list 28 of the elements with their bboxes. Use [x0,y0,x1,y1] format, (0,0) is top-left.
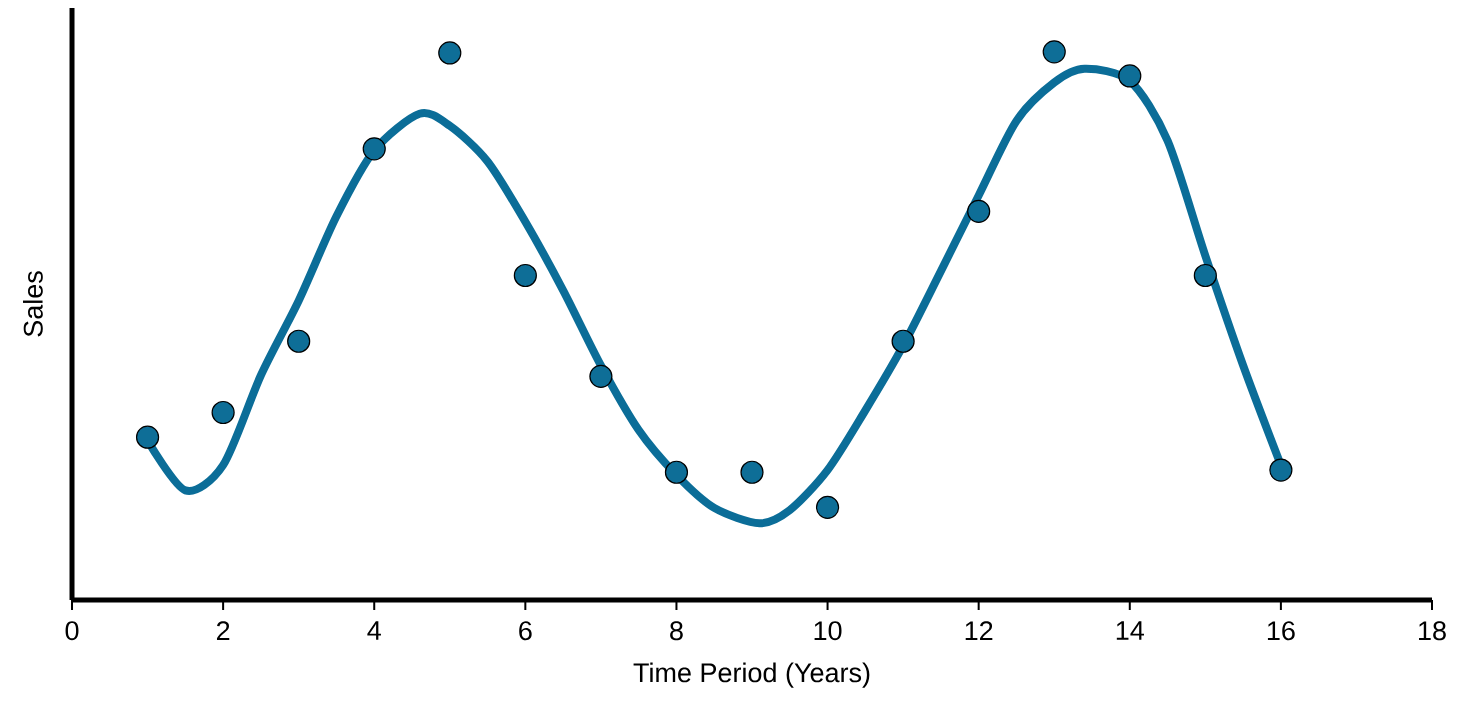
x-tick-label: 0 [65,621,79,641]
point [1118,64,1142,88]
point [740,460,764,484]
point [967,199,991,223]
x-tick-label: 2 [216,621,230,641]
point [1269,458,1293,482]
x-tick-label: 8 [670,621,683,641]
point [135,425,160,449]
point [287,329,311,353]
x-tick-label: 18 [1419,621,1446,641]
point [589,364,613,388]
point [664,460,689,484]
point [438,41,462,65]
y-axis-title: Sales [22,271,43,337]
x-tick-label: 6 [519,621,532,641]
point [362,137,386,161]
point [891,329,915,353]
x-tick-label: 12 [965,621,993,641]
x-tick-label: 16 [1267,621,1295,641]
x-axis-title: Time Period (Years) [633,662,870,688]
point [211,400,235,425]
point [1042,40,1066,64]
x-tick-label: 10 [814,621,842,641]
point [815,495,840,519]
x-tick-label: 14 [1116,621,1144,640]
point [1193,263,1217,288]
x-tick-label: 4 [367,621,381,640]
point [513,263,537,288]
